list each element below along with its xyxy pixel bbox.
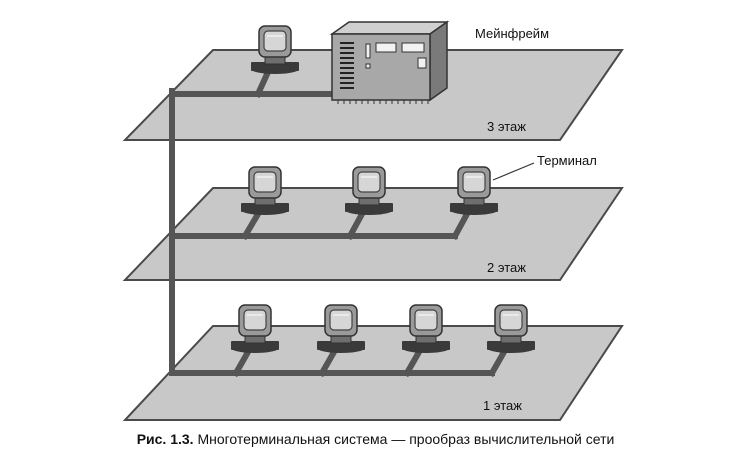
- floor-2-label: 2 этаж: [487, 260, 526, 275]
- floor-1-drop-cable: [402, 347, 424, 378]
- network-diagram: 3 этаж 2 этаж 1 этаж: [122, 20, 624, 421]
- figure-caption-text: Многотерминальная система — прообраз выч…: [193, 431, 615, 447]
- floor-2-drop-cable: [450, 209, 472, 241]
- mainframe-icon: [329, 20, 450, 104]
- floor-3-label: 3 этаж: [487, 119, 526, 134]
- terminal-callout-line: [492, 162, 535, 181]
- floor-1-drop-cable: [317, 347, 339, 378]
- figure-number: Рис. 1.3.: [136, 431, 194, 447]
- floor-3-drop-cable: [254, 68, 272, 98]
- floor-1-drop-cable: [231, 347, 253, 378]
- floor-2-drop-cable: [345, 209, 367, 241]
- floor-2-drop-cable: [240, 209, 263, 241]
- terminal-label: Терминал: [537, 153, 597, 168]
- mainframe-label: Мейнфрейм: [475, 26, 549, 41]
- network-cables: [169, 68, 509, 378]
- floor-1-drop-cable: [487, 347, 509, 378]
- figure-caption: Рис. 1.3. Многотерминальная система — пр…: [0, 431, 751, 447]
- floor-1-label: 1 этаж: [483, 398, 522, 413]
